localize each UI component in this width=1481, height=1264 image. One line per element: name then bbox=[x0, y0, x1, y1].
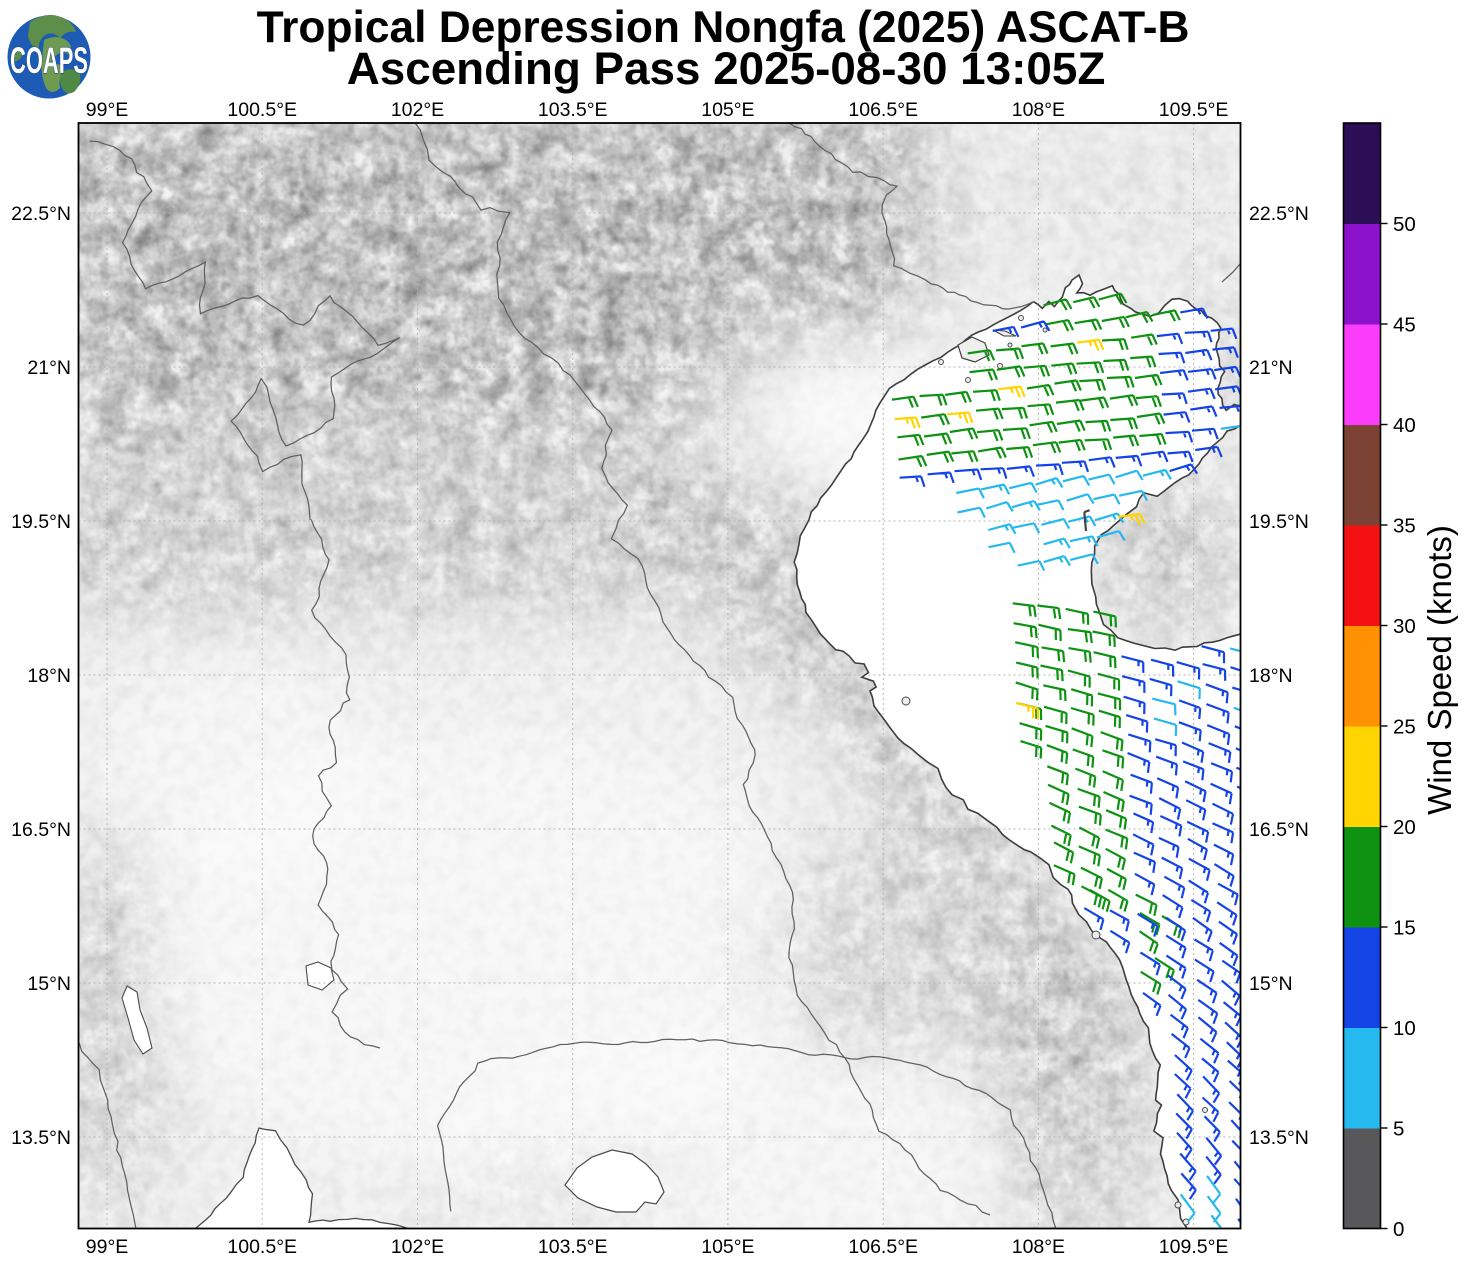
svg-text:5: 5 bbox=[1393, 1118, 1404, 1141]
svg-text:21°N: 21°N bbox=[1249, 357, 1293, 379]
svg-text:100.5°E: 100.5°E bbox=[227, 1236, 297, 1258]
svg-text:15°N: 15°N bbox=[1249, 973, 1293, 995]
svg-text:102°E: 102°E bbox=[391, 1236, 444, 1258]
svg-text:13.5°N: 13.5°N bbox=[1249, 1127, 1309, 1149]
svg-text:40: 40 bbox=[1393, 414, 1416, 437]
svg-text:106.5°E: 106.5°E bbox=[848, 1236, 918, 1258]
svg-text:102°E: 102°E bbox=[391, 99, 444, 121]
svg-text:109.5°E: 109.5°E bbox=[1159, 1236, 1229, 1258]
svg-text:15°N: 15°N bbox=[27, 973, 71, 995]
svg-text:13.5°N: 13.5°N bbox=[11, 1127, 71, 1149]
svg-text:100.5°E: 100.5°E bbox=[227, 99, 297, 121]
svg-text:16.5°N: 16.5°N bbox=[11, 819, 71, 841]
svg-text:105°E: 105°E bbox=[701, 1236, 754, 1258]
svg-text:21°N: 21°N bbox=[27, 357, 71, 379]
svg-text:103.5°E: 103.5°E bbox=[538, 99, 608, 121]
svg-text:22.5°N: 22.5°N bbox=[1249, 203, 1309, 225]
svg-text:99°E: 99°E bbox=[86, 1236, 129, 1258]
svg-text:109.5°E: 109.5°E bbox=[1159, 99, 1229, 121]
svg-text:18°N: 18°N bbox=[1249, 665, 1293, 687]
svg-text:10: 10 bbox=[1393, 1017, 1416, 1040]
svg-text:Wind Speed (knots): Wind Speed (knots) bbox=[1421, 525, 1458, 815]
svg-text:105°E: 105°E bbox=[701, 99, 754, 121]
svg-text:106.5°E: 106.5°E bbox=[848, 99, 918, 121]
svg-text:103.5°E: 103.5°E bbox=[538, 1236, 608, 1258]
svg-text:108°E: 108°E bbox=[1012, 1236, 1065, 1258]
svg-text:108°E: 108°E bbox=[1012, 99, 1065, 121]
svg-text:15: 15 bbox=[1393, 917, 1416, 940]
svg-text:Tropical Depression Nongfa (20: Tropical Depression Nongfa (2025) ASCAT-… bbox=[257, 3, 1190, 52]
svg-text:45: 45 bbox=[1393, 314, 1416, 337]
svg-text:35: 35 bbox=[1393, 515, 1416, 538]
svg-text:22.5°N: 22.5°N bbox=[11, 203, 71, 225]
svg-text:18°N: 18°N bbox=[27, 665, 71, 687]
svg-text:19.5°N: 19.5°N bbox=[1249, 511, 1309, 533]
svg-text:19.5°N: 19.5°N bbox=[11, 511, 71, 533]
svg-text:25: 25 bbox=[1393, 716, 1416, 739]
svg-text:20: 20 bbox=[1393, 816, 1416, 839]
svg-text:50: 50 bbox=[1393, 213, 1416, 236]
svg-text:0: 0 bbox=[1393, 1218, 1404, 1241]
svg-text:30: 30 bbox=[1393, 615, 1416, 638]
svg-text:99°E: 99°E bbox=[86, 99, 129, 121]
svg-text:Ascending Pass 2025-08-30 13:0: Ascending Pass 2025-08-30 13:05Z bbox=[347, 43, 1106, 94]
svg-text:16.5°N: 16.5°N bbox=[1249, 819, 1309, 841]
svg-text:COAPS: COAPS bbox=[10, 40, 88, 81]
